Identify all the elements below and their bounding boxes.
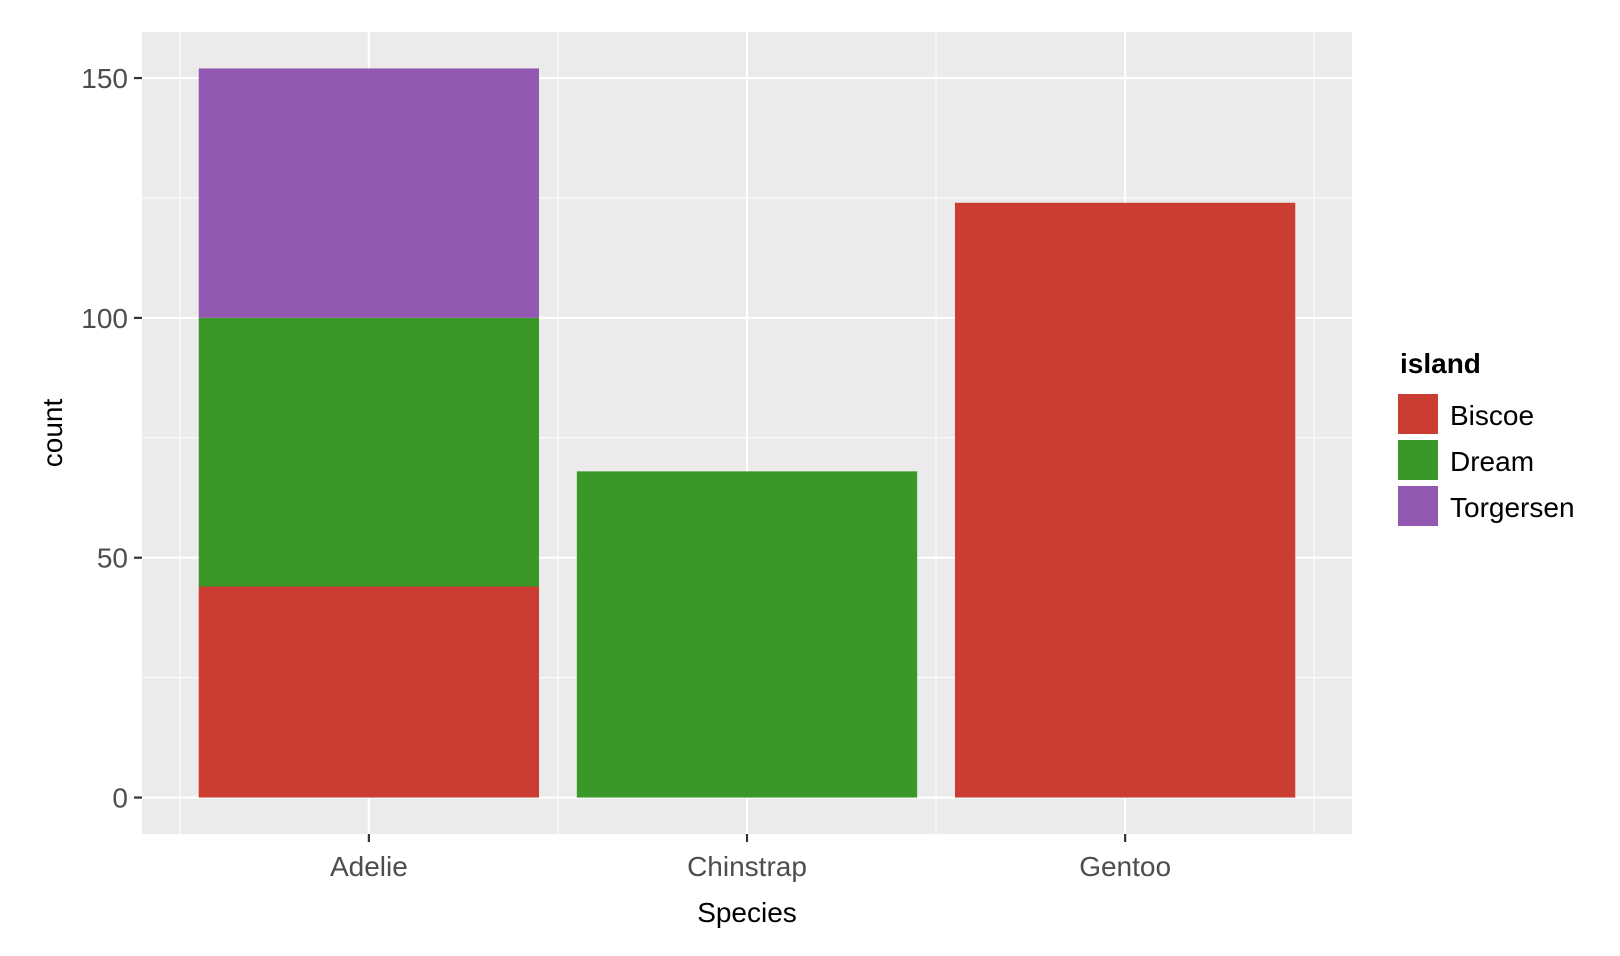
bar-adelie-dream <box>198 317 540 587</box>
bar-gentoo-biscoe <box>954 202 1296 798</box>
y-tick-label: 0 <box>112 783 128 814</box>
legend-title: island <box>1400 348 1481 379</box>
legend: island Biscoe Dream Torgersen <box>1398 348 1575 526</box>
y-tick-label: 50 <box>97 543 128 574</box>
bar-adelie-torgersen <box>198 68 540 318</box>
legend-swatch-dream <box>1398 440 1438 480</box>
x-tick-label: Gentoo <box>1079 851 1171 882</box>
x-tick-label: Chinstrap <box>687 851 807 882</box>
bar-adelie-biscoe <box>198 586 540 798</box>
legend-label-dream: Dream <box>1450 446 1534 477</box>
legend-label-biscoe: Biscoe <box>1450 400 1534 431</box>
y-axis: 0 50 100 150 <box>81 63 142 814</box>
y-axis-title: count <box>37 399 68 468</box>
bars-layer <box>198 68 1296 798</box>
x-axis: Adelie Chinstrap Gentoo <box>330 834 1171 882</box>
bar-chinstrap-dream <box>576 471 918 798</box>
legend-label-torgersen: Torgersen <box>1450 492 1575 523</box>
x-axis-title: Species <box>697 897 797 928</box>
legend-swatch-torgersen <box>1398 486 1438 526</box>
y-tick-label: 150 <box>81 63 128 94</box>
x-tick-label: Adelie <box>330 851 408 882</box>
legend-swatch-biscoe <box>1398 394 1438 434</box>
y-tick-label: 100 <box>81 303 128 334</box>
